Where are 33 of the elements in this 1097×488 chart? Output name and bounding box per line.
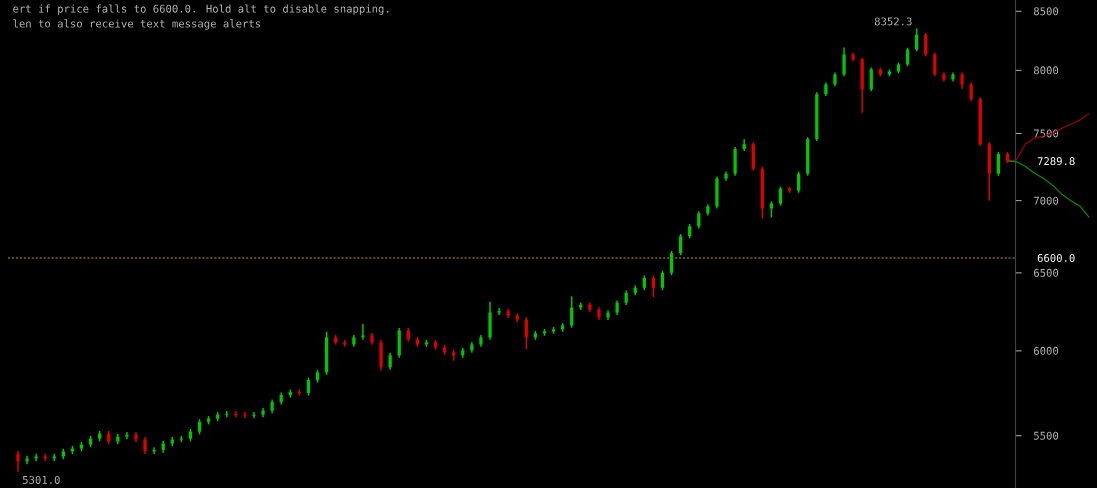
annotation: ert if price falls to 6600.0. Hold alt to disable snapping. [13,4,389,15]
y-tick-label: 6000 [1033,346,1059,355]
candlestick [660,269,665,291]
candlestick [651,274,656,298]
y-tick-label: 7000 [1034,196,1059,205]
candlestick [842,46,846,77]
candlestick [969,81,973,102]
candlestick [361,322,365,341]
candlestick [497,307,501,316]
candlestick [915,27,919,52]
candlestick [669,250,674,276]
y-tick-label: 8000 [1033,66,1059,75]
y-tick-label: 6500 [1033,268,1059,277]
annotation: 5301.0 [22,475,60,484]
candlestick [252,411,256,419]
candlestick [243,411,247,419]
y-tick-label: 8500 [1033,7,1059,16]
candlestick [234,410,238,418]
ref-line-label: 6600.0 [1037,253,1075,262]
y-tick-label: 5500 [1034,431,1059,440]
candlestick [34,452,38,462]
annotation: len to also receive text message alerts [13,19,261,30]
candlestick [679,233,683,256]
candlestick [797,170,801,194]
candlestick [924,32,928,57]
annotation: 7289.8 [1037,156,1075,165]
candlestick [16,449,20,473]
candlestick [306,376,311,397]
candlestick [579,301,583,311]
annotation: 8352.3 [874,17,912,26]
candlestick [996,151,1000,177]
candlestick [869,66,873,92]
candlestick [125,431,129,440]
